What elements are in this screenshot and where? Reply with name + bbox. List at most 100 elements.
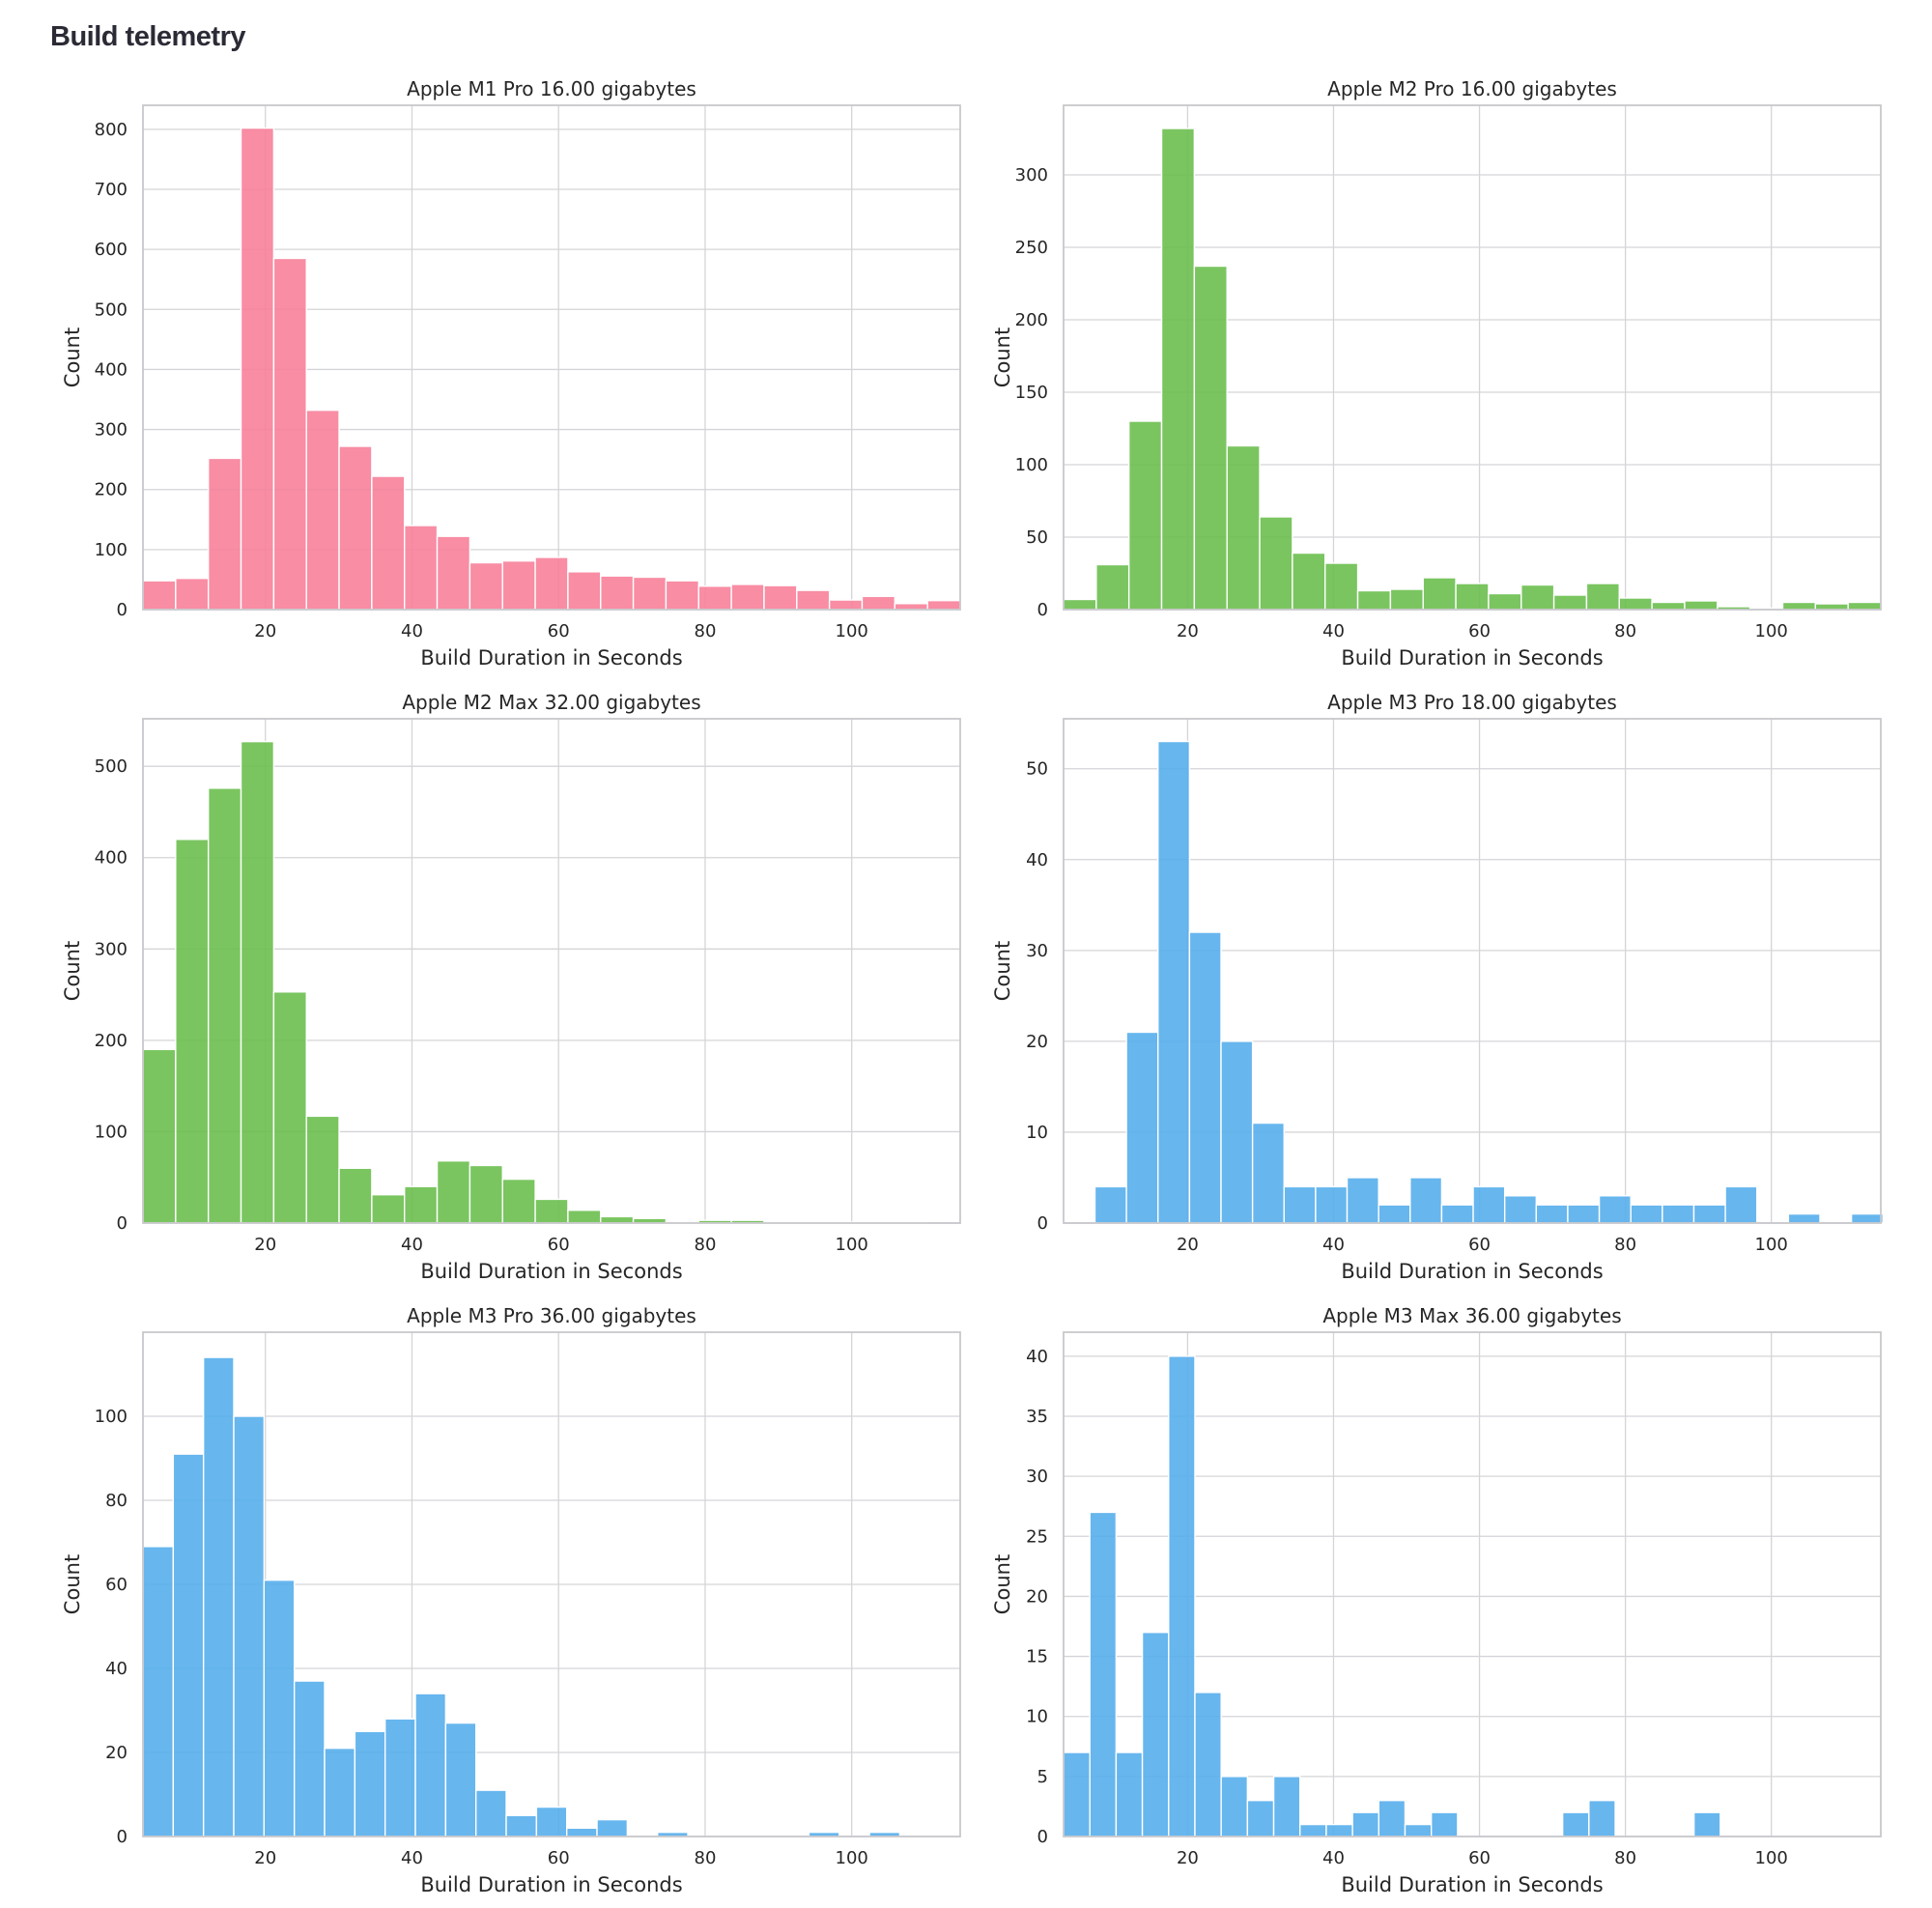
x-tick-label: 80 <box>1614 1848 1636 1868</box>
histogram-bar <box>202 1356 235 1837</box>
x-tick-label: 20 <box>254 1848 276 1868</box>
histogram-bar <box>1724 1185 1758 1224</box>
histogram-bar <box>1404 1823 1433 1837</box>
histogram-bar <box>1346 1177 1379 1224</box>
histogram-bar <box>1115 1751 1144 1837</box>
histogram-bar <box>697 585 732 611</box>
y-tick-label: 15 <box>1026 1647 1048 1667</box>
histogram-bar <box>1389 588 1424 611</box>
histogram-bar <box>566 1827 598 1837</box>
y-tick-label: 800 <box>95 120 128 140</box>
y-axis-label: Count <box>991 941 1014 1001</box>
histogram-bar <box>293 1680 326 1837</box>
x-tick-label: 60 <box>548 621 570 641</box>
histogram-bar <box>926 599 961 611</box>
histogram-bar <box>469 1164 503 1224</box>
y-tick-label: 300 <box>95 939 128 959</box>
histogram-bar <box>1598 1195 1632 1224</box>
histogram-bar <box>1324 562 1359 611</box>
histogram-bar <box>1651 601 1686 611</box>
y-tick-label: 30 <box>1026 941 1048 961</box>
histogram-bar <box>505 1814 538 1837</box>
histogram-bar <box>861 595 896 611</box>
histogram-bar <box>1630 1204 1663 1224</box>
chart-panel-4: 0 10 20 30 40 50 20 40 60 80 100 Apple M3 Pro 18.00… <box>991 691 1884 1283</box>
y-tick-label: 35 <box>1026 1407 1048 1427</box>
y-tick-label: 40 <box>105 1659 128 1679</box>
histogram-bar <box>1089 1511 1118 1837</box>
chart-title: Apple M3 Pro 18.00 gigabytes <box>1327 691 1617 714</box>
x-axis-label: Build Duration in Seconds <box>1341 1873 1603 1896</box>
histogram-bar <box>338 445 373 611</box>
histogram-bar <box>1472 1185 1506 1224</box>
histogram-bar <box>469 561 503 611</box>
histogram-bar <box>175 577 210 611</box>
histogram-bar <box>1259 516 1293 611</box>
y-tick-label: 25 <box>1026 1526 1048 1547</box>
histogram-bar <box>1488 592 1522 611</box>
histogram-bar <box>354 1730 386 1837</box>
x-tick-label: 80 <box>1614 1235 1636 1255</box>
histogram-bar <box>567 1210 602 1224</box>
histogram-bar <box>1127 420 1163 611</box>
histogram-bar <box>444 1722 477 1837</box>
x-tick-label: 40 <box>401 1235 423 1255</box>
histogram-bar <box>1168 1355 1196 1837</box>
histogram-bar <box>501 1178 536 1224</box>
y-tick-label: 200 <box>95 1031 128 1051</box>
y-tick-label: 300 <box>95 420 128 441</box>
plot-frame <box>142 1331 961 1837</box>
histogram-bar <box>1585 583 1620 611</box>
histogram-bar <box>404 525 439 611</box>
y-tick-label: 0 <box>117 1827 128 1847</box>
histogram-bar <box>1315 1185 1349 1224</box>
histogram-bar <box>1193 265 1228 611</box>
y-tick-label: 20 <box>1026 1032 1048 1052</box>
histogram-bar <box>272 991 307 1224</box>
histogram-bar <box>632 576 668 611</box>
x-axis-label: Build Duration in Seconds <box>420 1873 682 1896</box>
x-tick-label: 100 <box>836 1848 868 1868</box>
y-tick-label: 600 <box>95 240 128 260</box>
y-tick-label: 60 <box>105 1575 128 1595</box>
x-axis-label: Build Duration in Seconds <box>420 1260 682 1283</box>
histogram-bar <box>474 1789 507 1837</box>
plot-frame <box>1063 718 1882 1224</box>
y-tick-label: 500 <box>95 756 128 777</box>
histogram-bar <box>1325 1823 1353 1837</box>
histogram-bar <box>263 1579 296 1837</box>
histogram-bar <box>142 1546 175 1837</box>
y-tick-label: 250 <box>1015 238 1048 258</box>
y-tick-label: 100 <box>1015 455 1048 475</box>
y-tick-label: 0 <box>1037 1213 1048 1234</box>
histogram-bar <box>1535 1204 1569 1224</box>
chart-title: Apple M1 Pro 16.00 gigabytes <box>407 77 696 100</box>
histogram-bar <box>240 127 275 611</box>
histogram-bar <box>436 1159 471 1224</box>
x-tick-label: 100 <box>1755 621 1788 641</box>
histogram-bar <box>534 1198 569 1224</box>
y-tick-label: 700 <box>95 180 128 200</box>
x-axis-label: Build Duration in Seconds <box>420 646 682 669</box>
histogram-bar <box>1422 577 1457 611</box>
histogram-bar <box>1220 1776 1249 1837</box>
y-tick-label: 0 <box>1037 600 1048 620</box>
histogram-bar <box>730 584 765 611</box>
histogram-bar <box>1850 1212 1884 1224</box>
histogram-bar <box>1251 1122 1285 1224</box>
x-tick-label: 60 <box>1468 621 1491 641</box>
y-tick-label: 50 <box>1026 759 1048 780</box>
histogram-bar <box>501 559 536 611</box>
histogram-bar <box>1692 1811 1721 1837</box>
histogram-bar <box>1194 1692 1222 1837</box>
x-tick-label: 40 <box>1322 1848 1345 1868</box>
histogram-bar <box>305 409 340 611</box>
y-tick-label: 150 <box>1015 383 1048 403</box>
chart-panel-6: 0 5 10 15 20 25 30 35 40 20 40 60 80 100 Apple M3 Max … <box>991 1304 1882 1896</box>
histogram-bar <box>1283 1185 1317 1224</box>
x-tick-label: 100 <box>836 621 868 641</box>
histogram-bar <box>1662 1204 1695 1224</box>
y-tick-label: 50 <box>1026 527 1048 548</box>
histogram-bar <box>600 1215 635 1224</box>
